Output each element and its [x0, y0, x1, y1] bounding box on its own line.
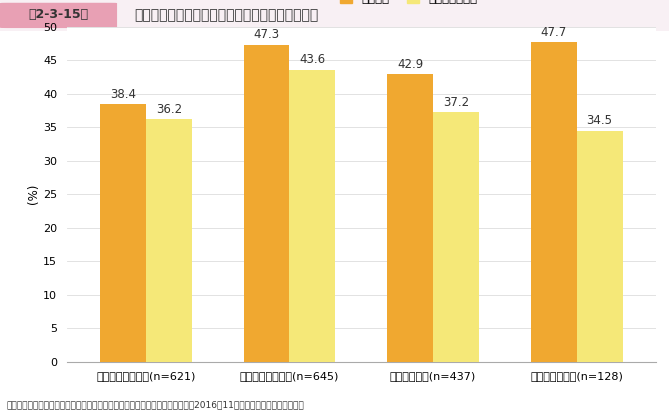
- Bar: [100, 104, 146, 362]
- Text: 47.3: 47.3: [254, 28, 280, 42]
- Text: 38.4: 38.4: [110, 88, 136, 101]
- Text: 第2-3-15図: 第2-3-15図: [29, 8, 89, 21]
- Y-axis label: (%): (%): [27, 184, 40, 204]
- Bar: [531, 42, 577, 362]
- Bar: [387, 74, 433, 362]
- Text: 37.2: 37.2: [443, 96, 469, 109]
- Text: 42.9: 42.9: [397, 58, 423, 71]
- Text: 36.2: 36.2: [156, 103, 182, 116]
- Bar: [433, 113, 479, 362]
- Bar: [146, 119, 192, 362]
- Text: 新事業展開の成否別に見た、研究開発の実施割合: 新事業展開の成否別に見た、研究開発の実施割合: [134, 8, 318, 22]
- Text: 34.5: 34.5: [587, 114, 613, 127]
- Bar: [577, 131, 623, 362]
- Text: 47.7: 47.7: [541, 26, 567, 39]
- Text: 43.6: 43.6: [299, 53, 326, 66]
- Text: 資料：中小企業庁委託「中小企業の成長に向けた事業戦略等に関する調査」（2016年11月、（株）野村総合研究所）: 資料：中小企業庁委託「中小企業の成長に向けた事業戦略等に関する調査」（2016年…: [7, 400, 304, 409]
- Legend: 成功した, 成功していない: 成功した, 成功していない: [340, 0, 477, 5]
- FancyBboxPatch shape: [0, 3, 117, 28]
- Bar: [244, 45, 290, 362]
- Bar: [290, 69, 335, 362]
